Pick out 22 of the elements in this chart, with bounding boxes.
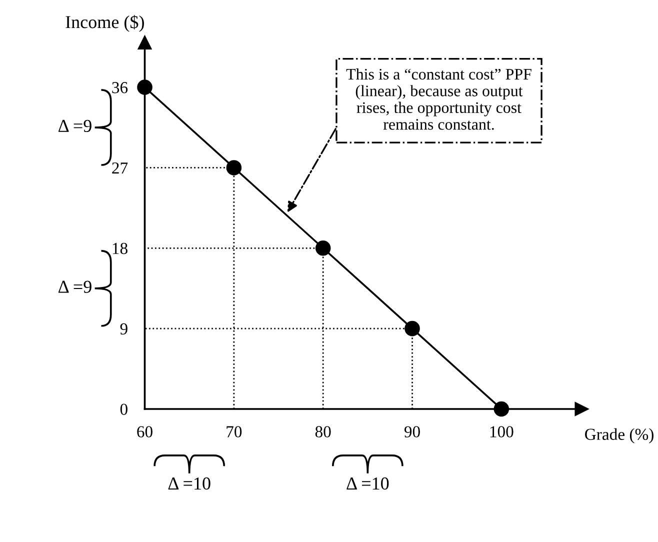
point [494,401,510,417]
point [315,240,331,256]
x-tick-label: 80 [315,426,331,438]
point [404,320,420,336]
text: Δ =10 [168,477,210,490]
text: Δ =9 [58,120,92,132]
y-tick-label: 27 [112,162,128,174]
x-tick-label: 90 [404,426,420,438]
annotation: This is a “constant cost” PPF (linear), because as output rises, the opportunity cost remains constant. [346,68,532,130]
y-tick-label: 18 [112,242,128,254]
x-axis-title: Grade (%) [585,428,654,444]
text: Δ =10 [346,477,389,490]
text: Δ =9 [58,280,92,293]
x-tick-label: 70 [226,426,242,438]
y-tick-label: 9 [120,323,128,335]
x-tick-label: 60 [137,426,152,438]
point [137,80,152,95]
x-tick-label: 100 [490,426,514,438]
y-tick-label: 0 [120,404,128,415]
y-axis-title: Income ($) [66,14,144,32]
y-tick-label: 36 [112,82,128,94]
point [226,160,242,176]
